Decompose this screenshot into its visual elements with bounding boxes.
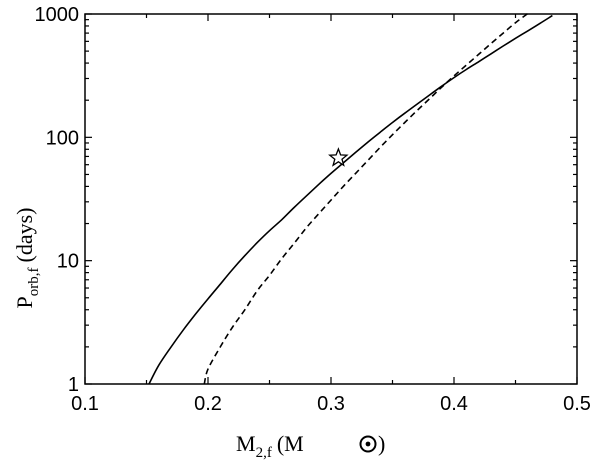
x-tick-label: 0.3 — [317, 393, 345, 415]
series-layer — [148, 12, 553, 385]
y-axis-title-unit: (days) — [12, 208, 37, 263]
y-tick-label: 1 — [68, 374, 79, 396]
star-marker — [328, 147, 349, 167]
y-axis-title-sub: orb,f — [26, 267, 42, 296]
y-tick-label: 10 — [57, 251, 79, 273]
x-tick-label: 0.2 — [194, 393, 222, 415]
y-tick-label: 100 — [46, 127, 79, 149]
x-axis-title-unit-close: ) — [378, 431, 385, 456]
x-axis-title-unit-open: (M — [277, 431, 304, 456]
x-axis-title-sub: 2,f — [256, 445, 272, 461]
solid-curve — [148, 14, 553, 385]
x-axis-title-main: M — [236, 431, 256, 456]
y-tick-label: 1000 — [35, 4, 80, 26]
x-tick-label: 0.1 — [71, 393, 99, 415]
plot-frame — [84, 13, 578, 385]
marker-layer — [328, 147, 349, 167]
x-tick-label: 0.4 — [440, 393, 468, 415]
x-tick-label: 0.5 — [563, 393, 591, 415]
sun-symbol-icon — [359, 435, 377, 453]
axis-ticks: 0.1 0.2 0.3 0.4 0.5 1 10 100 1000 — [35, 4, 591, 415]
dashed-curve — [203, 12, 529, 385]
x-axis-title: M2,f (M — [236, 431, 304, 461]
y-axis-title: Porb,f (days) — [12, 208, 42, 309]
y-axis-title-main: P — [12, 296, 37, 308]
